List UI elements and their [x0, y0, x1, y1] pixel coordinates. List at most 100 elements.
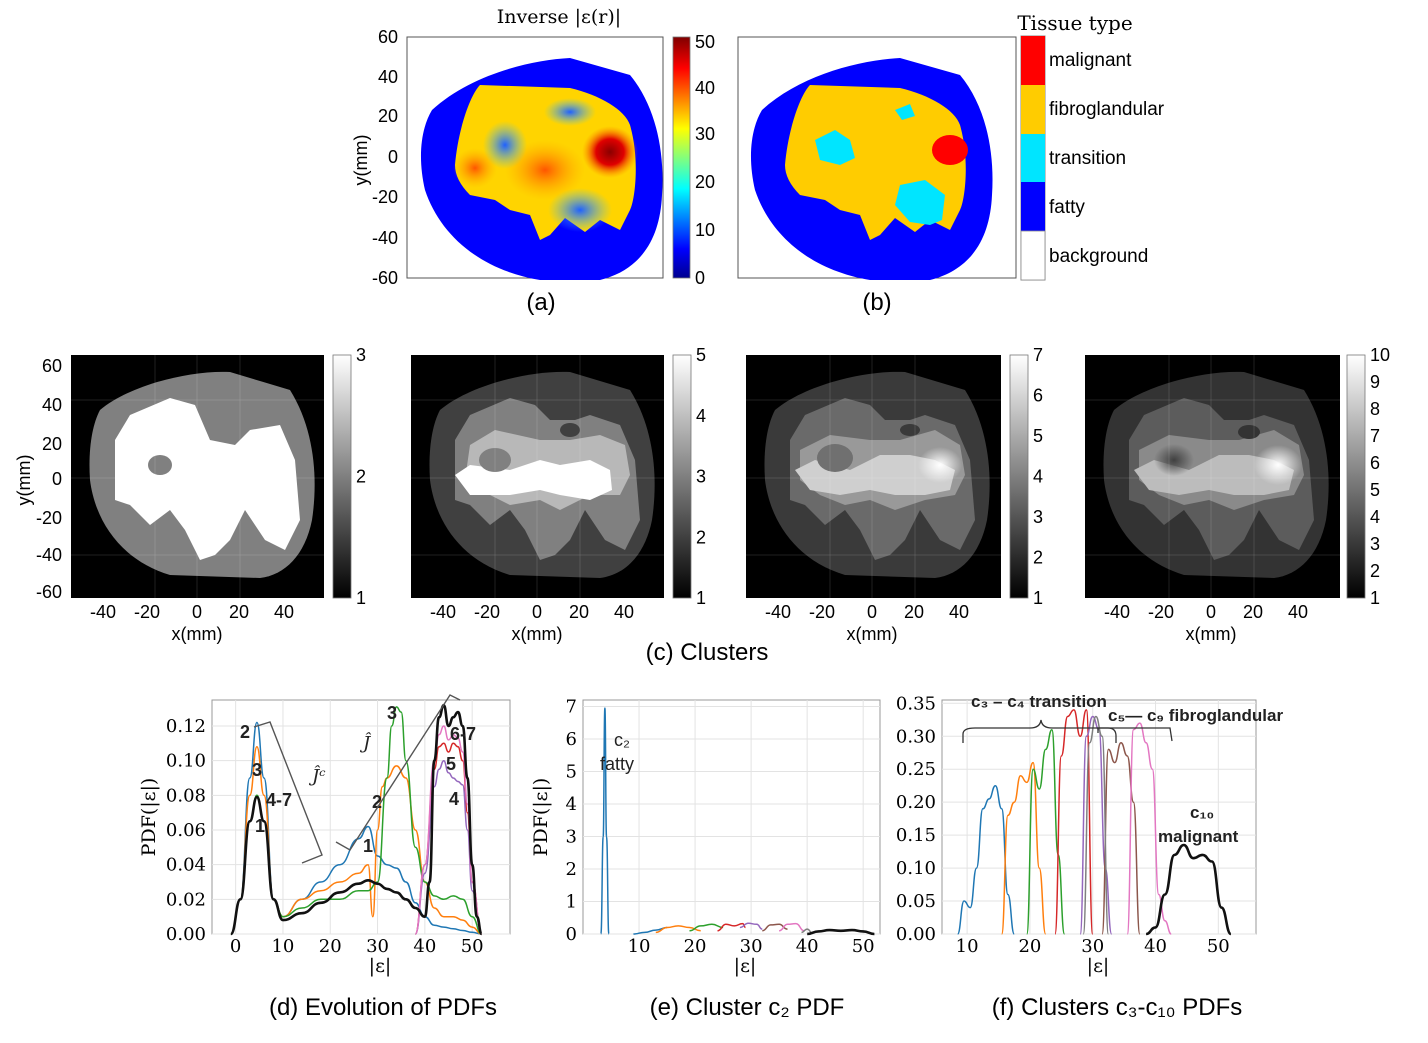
x-tick-label: 50: [461, 936, 484, 957]
x-tick-label: 0: [230, 936, 241, 957]
panel-c-ytick: 20: [42, 434, 62, 454]
legend-label: fibroglandular: [1049, 99, 1165, 120]
panel-a-caption: (a): [526, 289, 555, 316]
panel-a-ytick: 20: [378, 106, 398, 126]
y-tick-label: 6: [566, 729, 577, 750]
panel-a-image: [420, 58, 663, 280]
panel-f-ticks: 10 20 30 40 50 0.00 0.05 0.10 0.15 0.20 0.25 0.30 0.…: [896, 693, 1230, 957]
y-tick-label: 0.10: [896, 858, 936, 879]
panel-d-caption: (d) Evolution of PDFs: [269, 994, 497, 1021]
cluster-map-10: [1085, 355, 1340, 598]
panel-c-xtick: -40: [90, 602, 116, 622]
y-tick-label: 1: [566, 892, 577, 913]
x-tick-label: 40: [413, 936, 436, 957]
annotation: 4-7: [266, 790, 292, 810]
cluster-colorbar-tick: 4: [1033, 467, 1043, 487]
cluster-colorbar-4: [1346, 354, 1366, 599]
legend-swatch-transition: [1021, 134, 1045, 182]
y-tick-label: 7: [566, 697, 577, 718]
annotation: 1: [255, 816, 265, 836]
series-line: [717, 922, 746, 932]
cluster-colorbar-tick: 9: [1370, 372, 1380, 392]
annotation: 5: [446, 754, 456, 774]
panel-c: 60 40 20 0 -20 -40 -60 y(mm) -40 -20 0 2…: [14, 345, 1390, 666]
y-tick-label: 0.15: [896, 825, 936, 846]
panel-a-cbar-tick: 0: [695, 268, 705, 288]
series-line: [633, 926, 668, 935]
annotation: c₂: [614, 730, 630, 750]
panel-c-xtick: 20: [569, 602, 589, 622]
series-line: [739, 922, 763, 930]
legend-swatch-fibroglandular: [1021, 85, 1045, 134]
y-tick-label: 0.02: [166, 889, 206, 910]
series-line: [1082, 715, 1110, 935]
cluster-colorbar-1: [332, 354, 352, 599]
x-tick-label: 20: [319, 936, 342, 957]
series-line: [807, 928, 875, 936]
x-tick-label: 10: [956, 936, 979, 957]
panel-e-annotations: c₂ fatty: [600, 730, 634, 774]
legend-label: background: [1049, 246, 1148, 267]
annotation: c₅— c₉ fibroglandular: [1108, 706, 1283, 725]
annotation: 6-7: [450, 724, 476, 744]
panel-a-ytick: 40: [378, 67, 398, 87]
panel-c-xtick: -20: [134, 602, 160, 622]
series-line: [1101, 742, 1141, 935]
panel-c-xlabel: x(mm): [512, 624, 563, 644]
panel-f: 10 20 30 40 50 0.00 0.05 0.10 0.15 0.20 0.25 0.30 0.…: [896, 692, 1284, 1021]
panel-c-xtick: -40: [430, 602, 456, 622]
series-line: [689, 923, 724, 932]
cluster-colorbar-tick: 3: [1370, 534, 1380, 554]
panel-c-ytick: -40: [36, 545, 62, 565]
panel-d-ylabel: PDF(|ε|): [138, 778, 160, 857]
panel-d-brackets: [253, 694, 461, 864]
annotation: c₃ – c₄ transition: [971, 692, 1107, 711]
panel-e-ylabel: PDF(|ε|): [530, 778, 552, 857]
panel-c-xtick: -20: [474, 602, 500, 622]
cluster-colorbar-tick: 7: [1370, 426, 1380, 446]
x-tick-label: 10: [271, 936, 294, 957]
panel-c-xtick: 0: [532, 602, 542, 622]
legend-item: fibroglandular: [1021, 85, 1165, 134]
cluster-colorbar-tick: 2: [696, 527, 706, 547]
panel-c-ytick: 40: [42, 395, 62, 415]
cluster-colorbar-tick: 8: [1370, 399, 1380, 419]
cluster-colorbar-tick: 5: [1033, 426, 1043, 446]
annotation: 4: [449, 789, 459, 809]
panel-f-annotations: c₃ – c₄ transition c₅— c₉ fibroglandular…: [971, 692, 1283, 846]
panel-d: 0 10 20 30 40 500.000.020.040.060.080.100.12 …: [138, 694, 511, 1021]
cluster-grid: [71, 355, 1340, 598]
y-tick-label: 0.10: [166, 751, 206, 772]
annotation: 3: [252, 760, 262, 780]
cluster-colorbar-tick: 1: [1033, 588, 1043, 608]
panel-b-image: [750, 58, 993, 280]
panel-d-annotations: 2 3 4-7 1 2 3 1 5 4 6-7 Ĵᶜ Ĵ: [240, 703, 476, 856]
panel-e: 10 20 30 40 50 0 1 2 3 4 5 6 7 PDF(|ε|) |ε| c₂ fatty…: [530, 697, 881, 1021]
cluster-colorbar-tick: 6: [1370, 453, 1380, 473]
cluster-map-3: [71, 355, 324, 598]
y-tick-label: 0.35: [896, 693, 936, 714]
cluster-colorbar-tick: 4: [1370, 507, 1380, 527]
panel-c-xtick: 20: [229, 602, 249, 622]
series-line: [1126, 722, 1172, 935]
tissue-legend: Tissue type malignant fibroglandular tra…: [1017, 11, 1165, 281]
annotation: 1: [363, 836, 373, 856]
panel-c-xtick: 0: [1206, 602, 1216, 622]
y-tick-label: 0.20: [896, 792, 936, 813]
panel-a-ytick: -40: [372, 228, 398, 248]
legend-title: Tissue type: [1017, 11, 1132, 35]
panel-c-xtick: -20: [809, 602, 835, 622]
y-tick-label: 0.00: [166, 924, 206, 945]
panel-b: (b): [737, 36, 1017, 316]
y-tick-label: 0.05: [896, 891, 936, 912]
panel-e-caption: (e) Cluster c₂ PDF: [650, 994, 845, 1021]
panel-c-xtick: 0: [192, 602, 202, 622]
annotation: Ĵ: [359, 731, 372, 754]
legend-label: transition: [1049, 148, 1126, 169]
panel-c-xtick: -40: [765, 602, 791, 622]
panel-f-lines: [956, 709, 1232, 936]
series-line: [229, 703, 483, 936]
legend-item: background: [1020, 230, 1148, 281]
annotation: 2: [372, 792, 382, 812]
panel-a-colorbar-ticks: 50 40 30 20 10 0: [695, 32, 715, 288]
